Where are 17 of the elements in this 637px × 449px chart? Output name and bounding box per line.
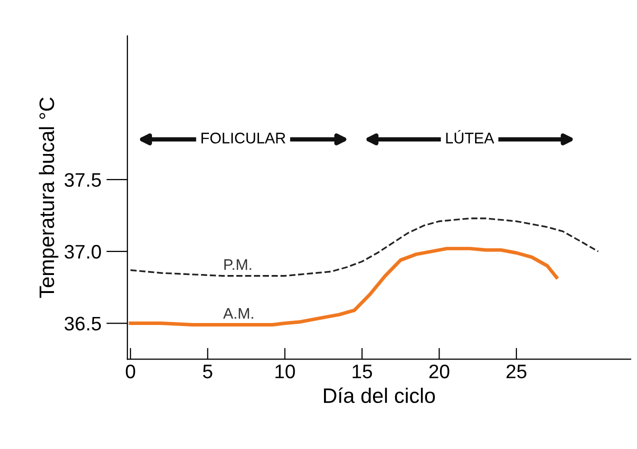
x-tick-label: 20 (429, 364, 450, 378)
line-series (128, 246, 558, 326)
x-axis-title: Día del ciclo (324, 388, 435, 404)
y-tick-label: 36.5 (64, 316, 101, 331)
line-series (130, 218, 600, 277)
x-tick-label: 0 (126, 364, 136, 378)
x-tick-label: 25 (506, 364, 526, 378)
x-tick-label: 5 (203, 364, 212, 378)
x-tick-label: 10 (276, 364, 295, 378)
annotation: LÚTEA (446, 130, 494, 144)
y-axis-title: Temperatura bucal °C (38, 97, 58, 298)
y-tick-label: 37.5 (64, 173, 101, 187)
annotation: FOLICULAR (202, 132, 286, 144)
series-label: P.M. (224, 259, 252, 270)
series-label: A.M. (223, 308, 254, 319)
y-tick-label: 37.0 (64, 244, 101, 259)
x-tick-label: 15 (352, 364, 372, 378)
